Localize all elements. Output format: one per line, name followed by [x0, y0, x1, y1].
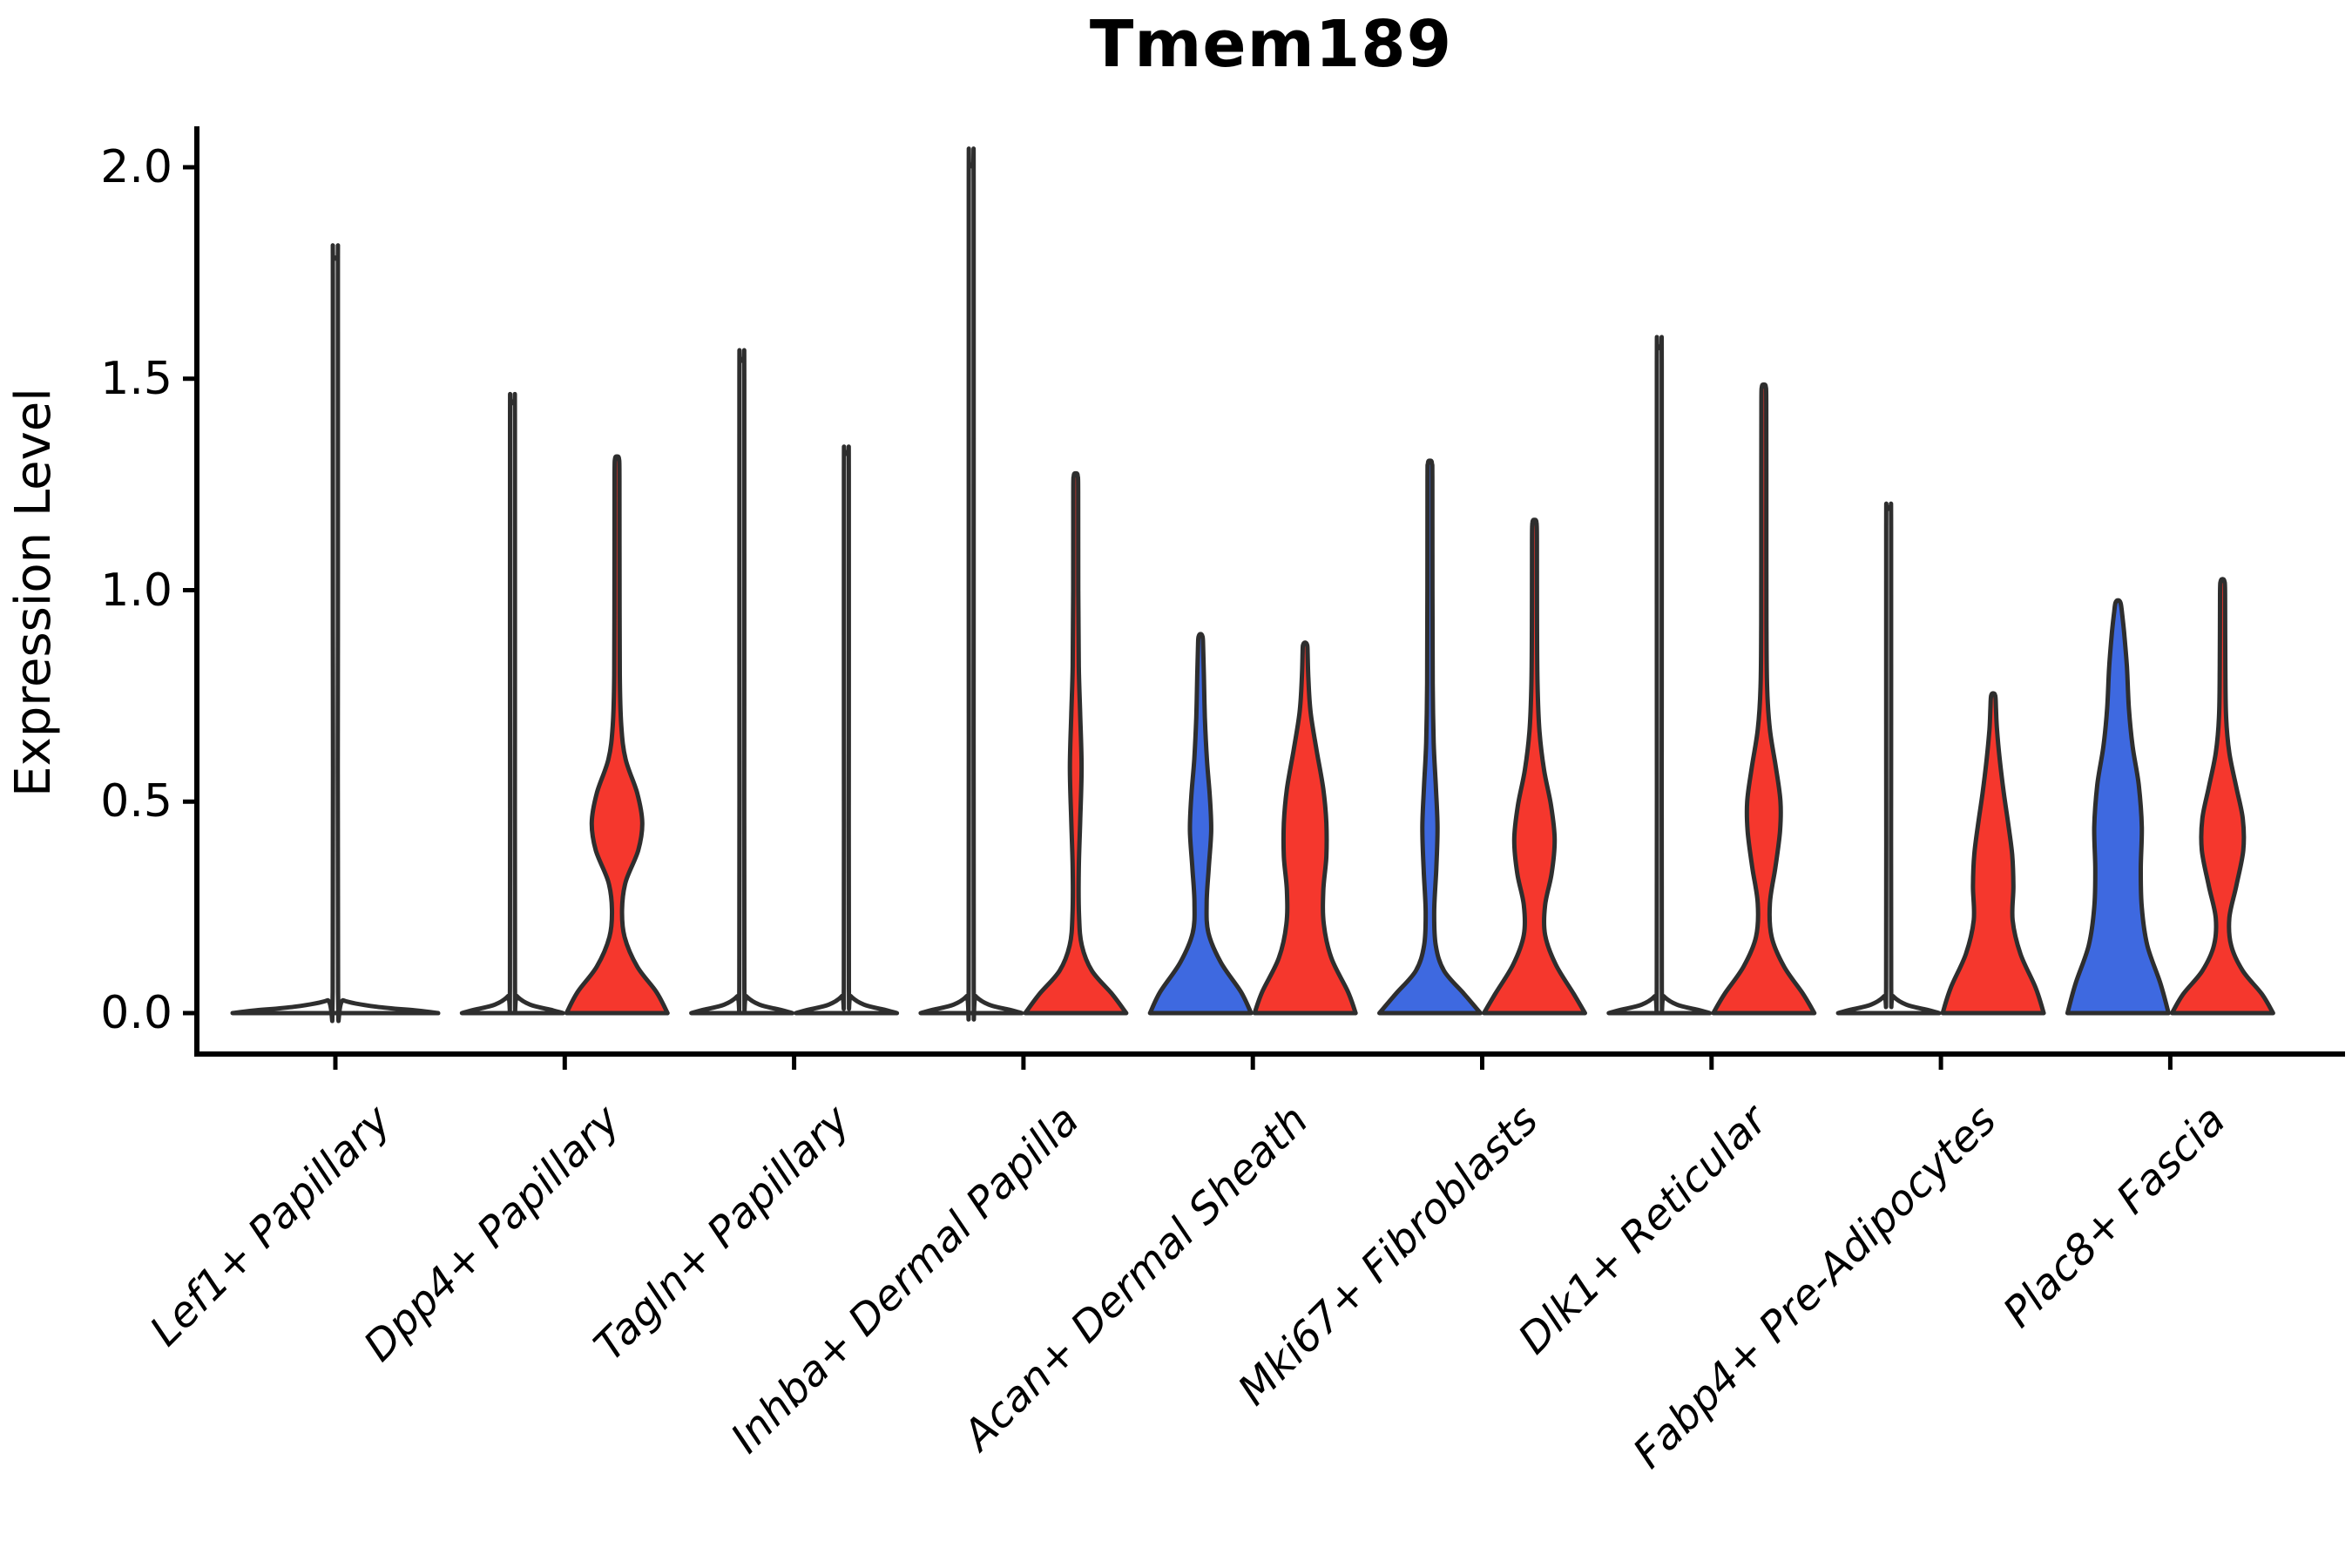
y-tick-label-2.0: 2.0 — [100, 141, 172, 193]
violin-7-left — [1835, 501, 1942, 1016]
violin-8-left — [2065, 598, 2171, 1016]
violin-3-right — [1023, 470, 1129, 1016]
y-tick-label-1.5: 1.5 — [100, 352, 172, 405]
violin-7-right — [1940, 691, 2046, 1016]
violin-1-right — [564, 454, 670, 1016]
violin-5-left — [1377, 458, 1483, 1016]
violin-4-right — [1252, 640, 1358, 1016]
violin-2-left — [689, 348, 795, 1016]
y-tick-label-0.0: 0.0 — [100, 987, 172, 1039]
violin-3-left — [918, 146, 1024, 1022]
violin-5-right — [1482, 517, 1587, 1016]
violin-6-left — [1606, 335, 1713, 1016]
chart-title: Tmem189 — [1089, 7, 1453, 82]
violin-8-right — [2169, 577, 2275, 1016]
axes-layer — [183, 126, 2345, 1070]
violin-2-right — [794, 444, 900, 1016]
y-tick-label-0.5: 0.5 — [100, 775, 172, 828]
violin-1-left — [459, 392, 565, 1016]
violin-0-center — [230, 243, 441, 1024]
violins-layer — [230, 146, 2275, 1024]
violin-4-left — [1147, 632, 1254, 1016]
violin-6-right — [1711, 382, 1817, 1016]
y-tick-label-1.0: 1.0 — [100, 564, 172, 617]
